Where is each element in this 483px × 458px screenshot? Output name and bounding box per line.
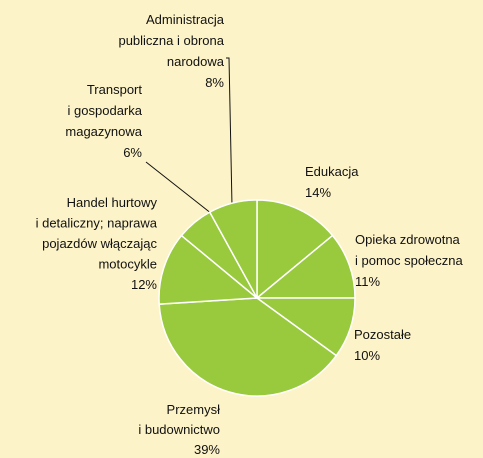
slice-label-line: Administracja [146, 12, 225, 27]
value-label: 6% [123, 145, 142, 160]
slice-label-line: Opieka zdrowotna [355, 232, 461, 247]
slice-label-line: Handel hurtowy [67, 195, 158, 210]
slice-label-line: i pomoc społeczna [355, 253, 463, 268]
slice-label-line: pojazdów włączając [42, 236, 157, 251]
leader-line [226, 57, 233, 207]
value-label: 39% [194, 442, 220, 457]
slice-label: Administracja publiczna i obrona narodowa [118, 12, 224, 69]
leader-line [145, 161, 213, 215]
value-label: 14% [305, 185, 331, 200]
slice-label: Przemysł i budownictwo [138, 402, 220, 437]
pie-slice [254, 234, 356, 299]
slice-label-line: motocykle [98, 257, 157, 272]
value-label: 10% [354, 348, 380, 363]
pie-slice [158, 234, 259, 305]
slice-label-line: Edukacja [305, 164, 359, 179]
value-label: 11% [355, 274, 380, 289]
slice-label-line: Przemysł [167, 402, 221, 417]
value-label: 8% [205, 75, 224, 90]
slice-label-line: Transport [87, 82, 143, 97]
pie-slice [256, 199, 334, 300]
slice-label-line: publiczna i obrona [118, 33, 224, 48]
slice-label: Edukacja [305, 164, 359, 179]
slice-label-line: narodowa [167, 54, 225, 69]
value-label: 12% [131, 277, 157, 292]
slice-label: Pozostałe [354, 327, 411, 342]
slice-label: Opieka zdrowotna i pomoc społeczna [355, 232, 463, 268]
slice-label-line: Pozostałe [354, 327, 411, 342]
slice-label-line: i detaliczny; naprawa [36, 216, 158, 231]
pie-slice [158, 297, 338, 397]
slice-label: Transport i gospodarka magazynowa [65, 82, 142, 139]
slice-label-line: magazynowa [65, 124, 142, 139]
slice-label: Handel hurtowy i detaliczny; naprawa pojaz… [36, 195, 158, 272]
slice-label-line: i budownictwo [138, 422, 220, 437]
slice-label-line: i gospodarka [68, 103, 143, 118]
pie-slice [208, 199, 258, 299]
